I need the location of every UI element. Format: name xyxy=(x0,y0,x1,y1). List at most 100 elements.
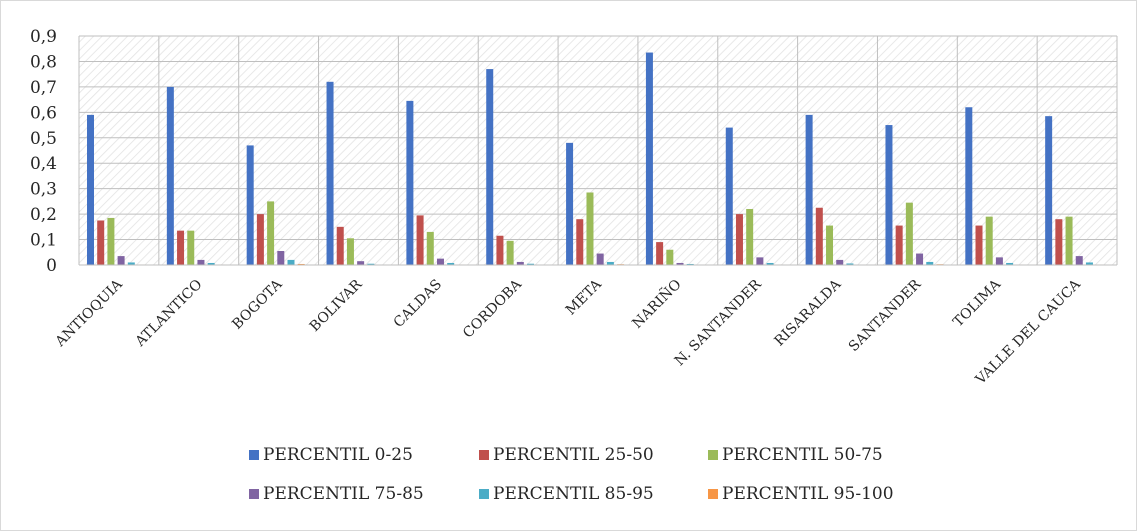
bar xyxy=(1055,219,1063,265)
bar xyxy=(586,192,594,265)
bar xyxy=(277,251,285,265)
legend-label: PERCENTIL 95-100 xyxy=(722,484,894,504)
bar xyxy=(926,261,934,265)
bar xyxy=(666,249,674,265)
legend-item: PERCENTIL 95-100 xyxy=(708,484,894,504)
bar xyxy=(905,202,913,265)
bar xyxy=(676,262,684,265)
bar xyxy=(107,217,115,265)
bar xyxy=(836,259,844,265)
bar xyxy=(436,258,444,265)
bar xyxy=(506,240,514,265)
bar xyxy=(207,262,215,265)
legend-item: PERCENTIL 25-50 xyxy=(479,445,654,465)
legend-swatch xyxy=(708,450,718,460)
x-category-label: TOLIMA xyxy=(950,276,1004,330)
bar xyxy=(246,145,254,265)
bar xyxy=(516,261,524,265)
x-category-label: ANTIOQUIA xyxy=(52,276,127,351)
bars xyxy=(87,52,1104,266)
bar xyxy=(975,225,983,265)
x-category-label: CORDOBA xyxy=(460,276,526,342)
bar xyxy=(297,263,305,265)
bar xyxy=(127,262,135,265)
x-category-label: SANTANDER xyxy=(846,276,925,355)
plot-area xyxy=(79,36,1117,265)
bar xyxy=(1085,262,1093,265)
bar xyxy=(267,201,275,265)
bar xyxy=(725,127,733,265)
legend-swatch xyxy=(249,450,259,460)
bar xyxy=(287,259,295,265)
x-category-label: CALDAS xyxy=(391,277,445,331)
gridlines xyxy=(78,35,1118,266)
legend-label: PERCENTIL 85-95 xyxy=(493,484,654,504)
bar xyxy=(566,142,574,265)
bar xyxy=(406,100,414,265)
bar xyxy=(1006,262,1014,265)
bar xyxy=(336,226,344,265)
x-category-label: N. SANTANDER xyxy=(672,276,765,369)
legend-label: PERCENTIL 0-25 xyxy=(263,445,413,465)
bar xyxy=(826,225,834,265)
bar xyxy=(686,263,694,265)
bar xyxy=(117,256,125,265)
bar xyxy=(916,253,924,265)
legend-item: PERCENTIL 85-95 xyxy=(479,484,654,504)
bar xyxy=(656,242,664,265)
legend-item: PERCENTIL 50-75 xyxy=(708,445,883,465)
legend-label: PERCENTIL 75-85 xyxy=(263,484,424,504)
bar xyxy=(357,261,365,265)
bar xyxy=(1045,116,1053,266)
bar xyxy=(197,259,205,265)
bar xyxy=(606,261,614,265)
bar xyxy=(805,114,813,265)
bar xyxy=(815,207,823,265)
bar xyxy=(766,262,774,265)
bar xyxy=(895,225,903,265)
bar xyxy=(756,257,764,265)
bar xyxy=(447,262,455,265)
bar xyxy=(326,81,334,265)
x-category-label: BOGOTA xyxy=(229,276,286,333)
bar xyxy=(187,230,195,265)
y-tick-label: 0,5 xyxy=(30,129,57,149)
bar xyxy=(1075,256,1083,265)
x-category-label: BOLIVAR xyxy=(307,276,366,335)
bar xyxy=(177,230,185,265)
bar xyxy=(985,216,993,265)
bar xyxy=(256,214,264,265)
bar xyxy=(527,263,535,265)
legend-swatch xyxy=(479,450,489,460)
bar xyxy=(416,215,424,265)
bar xyxy=(846,263,854,265)
bar xyxy=(965,107,973,265)
y-tick-label: 0,1 xyxy=(30,231,57,251)
x-category-label: NARIÑO xyxy=(628,275,685,332)
x-category-label: RISARALDA xyxy=(771,276,845,350)
x-category-label: ATLANTICO xyxy=(132,277,206,351)
x-axis-category-labels: ANTIOQUIA ATLANTICO BOGOTA BOLIVAR CALDAS COR… xyxy=(52,275,1085,388)
legend-swatch xyxy=(708,489,718,499)
legend: PERCENTIL 0-25 PERCENTIL 25-50 PERCENTIL 5… xyxy=(249,445,894,504)
legend-label: PERCENTIL 50-75 xyxy=(722,445,883,465)
bar xyxy=(367,263,375,265)
bar xyxy=(735,214,743,265)
bar xyxy=(746,209,754,265)
y-tick-label: 0,9 xyxy=(30,27,57,47)
bar xyxy=(87,114,94,265)
y-tick-label: 0,7 xyxy=(30,78,57,98)
bar xyxy=(426,231,434,265)
legend-swatch xyxy=(249,489,259,499)
bar xyxy=(346,238,354,265)
bar xyxy=(486,69,494,265)
legend-item: PERCENTIL 75-85 xyxy=(249,484,424,504)
y-tick-label: 0,8 xyxy=(30,52,57,72)
legend-swatch xyxy=(479,489,489,499)
y-tick-label: 0,2 xyxy=(30,205,57,225)
legend-item: PERCENTIL 0-25 xyxy=(249,445,413,465)
bar xyxy=(995,257,1003,265)
bar xyxy=(496,235,504,265)
